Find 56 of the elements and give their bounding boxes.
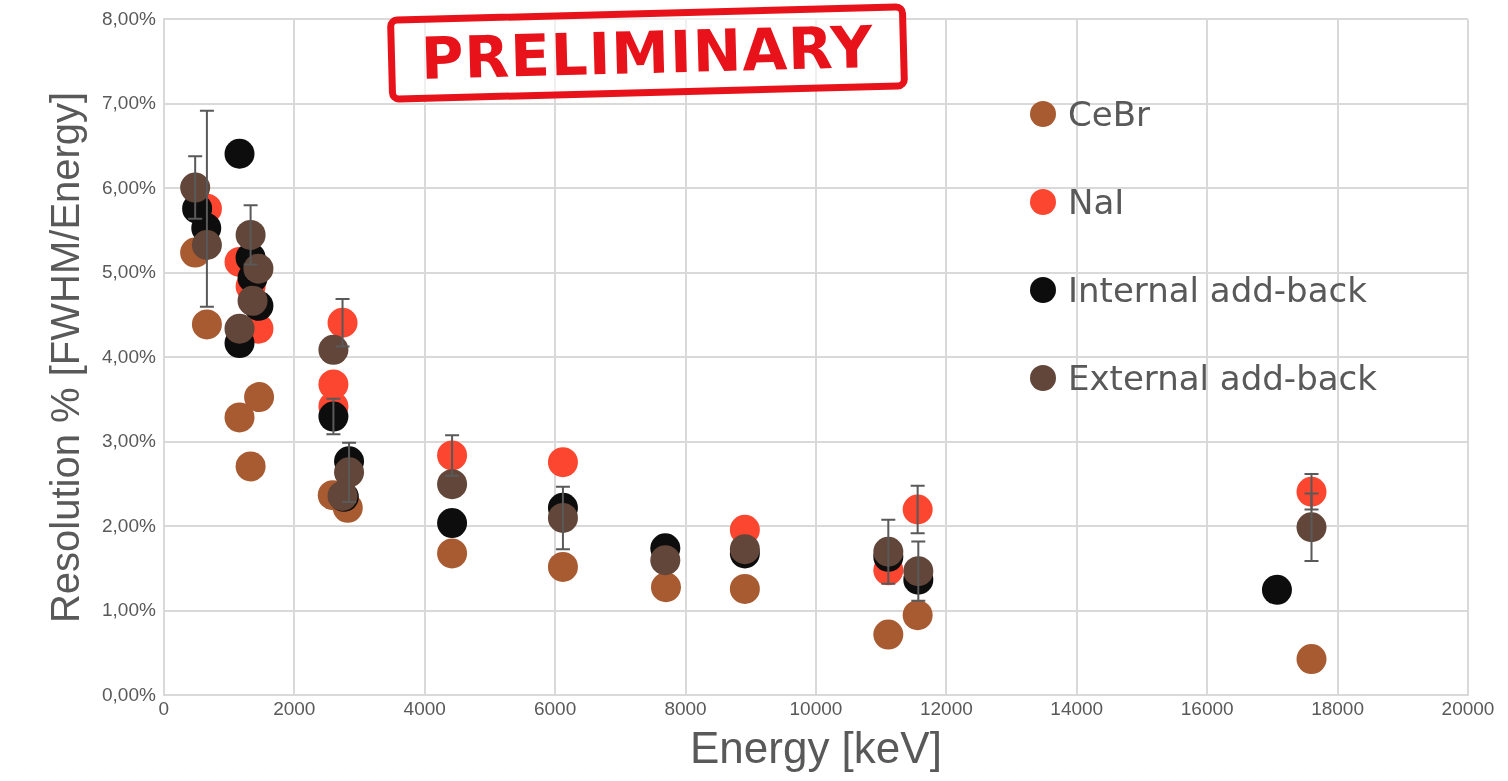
y-tick-label: 6,00% [102,176,156,198]
point [327,307,358,338]
point [547,502,578,533]
y-tick-label: 8,00% [102,7,156,29]
x-tick-label: 12000 [919,698,973,720]
x-tick-label: 16000 [1180,698,1234,720]
y-axis-title: Resolution % [FWHM/Energy] [43,91,88,624]
point [902,494,933,525]
legend-label: External add-back [1068,358,1377,398]
point [318,401,349,432]
point [437,469,468,500]
legend-label: CeBr [1068,94,1150,134]
point [235,219,266,250]
point [873,619,904,650]
y-tick-label: 4,00% [102,345,156,367]
legend-label: NaI [1068,182,1125,222]
point [1296,512,1327,543]
y-tick-label: 7,00% [102,92,156,114]
point [318,334,349,365]
x-tick-label: 14000 [1050,698,1104,720]
y-tick-label: 0,00% [102,683,156,705]
x-tick-label: 2000 [273,698,316,720]
legend-label: Internal add-back [1068,270,1367,310]
point [244,382,275,413]
point [1261,574,1292,605]
point [650,572,681,603]
x-tick-label: 0 [158,698,170,720]
point [729,573,760,604]
point [1296,644,1327,675]
point [191,230,222,261]
point [235,451,266,482]
point [224,402,255,433]
x-tick-label: 8000 [664,698,707,720]
x-tick-label: 6000 [533,698,577,720]
x-tick-label: 4000 [403,698,446,720]
point [334,457,365,488]
point [650,545,681,576]
point [547,551,578,582]
y-tick-label: 5,00% [102,261,156,283]
point [437,508,468,539]
x-axis-title: Energy [keV] [689,722,942,772]
x-tick-label: 10000 [789,698,843,720]
y-tick-label: 1,00% [102,599,156,621]
point [224,313,255,344]
point [191,309,222,340]
point [547,447,578,478]
point [437,538,468,569]
annotation: PRELIMINARY [386,3,908,103]
point [224,138,255,169]
point [903,556,934,587]
x-tick-label: 18000 [1311,698,1365,720]
x-tick-label: 20000 [1441,698,1495,720]
y-tick-label: 2,00% [102,514,156,536]
point [902,600,933,631]
point [437,440,468,471]
y-tick-label: 3,00% [102,430,156,452]
